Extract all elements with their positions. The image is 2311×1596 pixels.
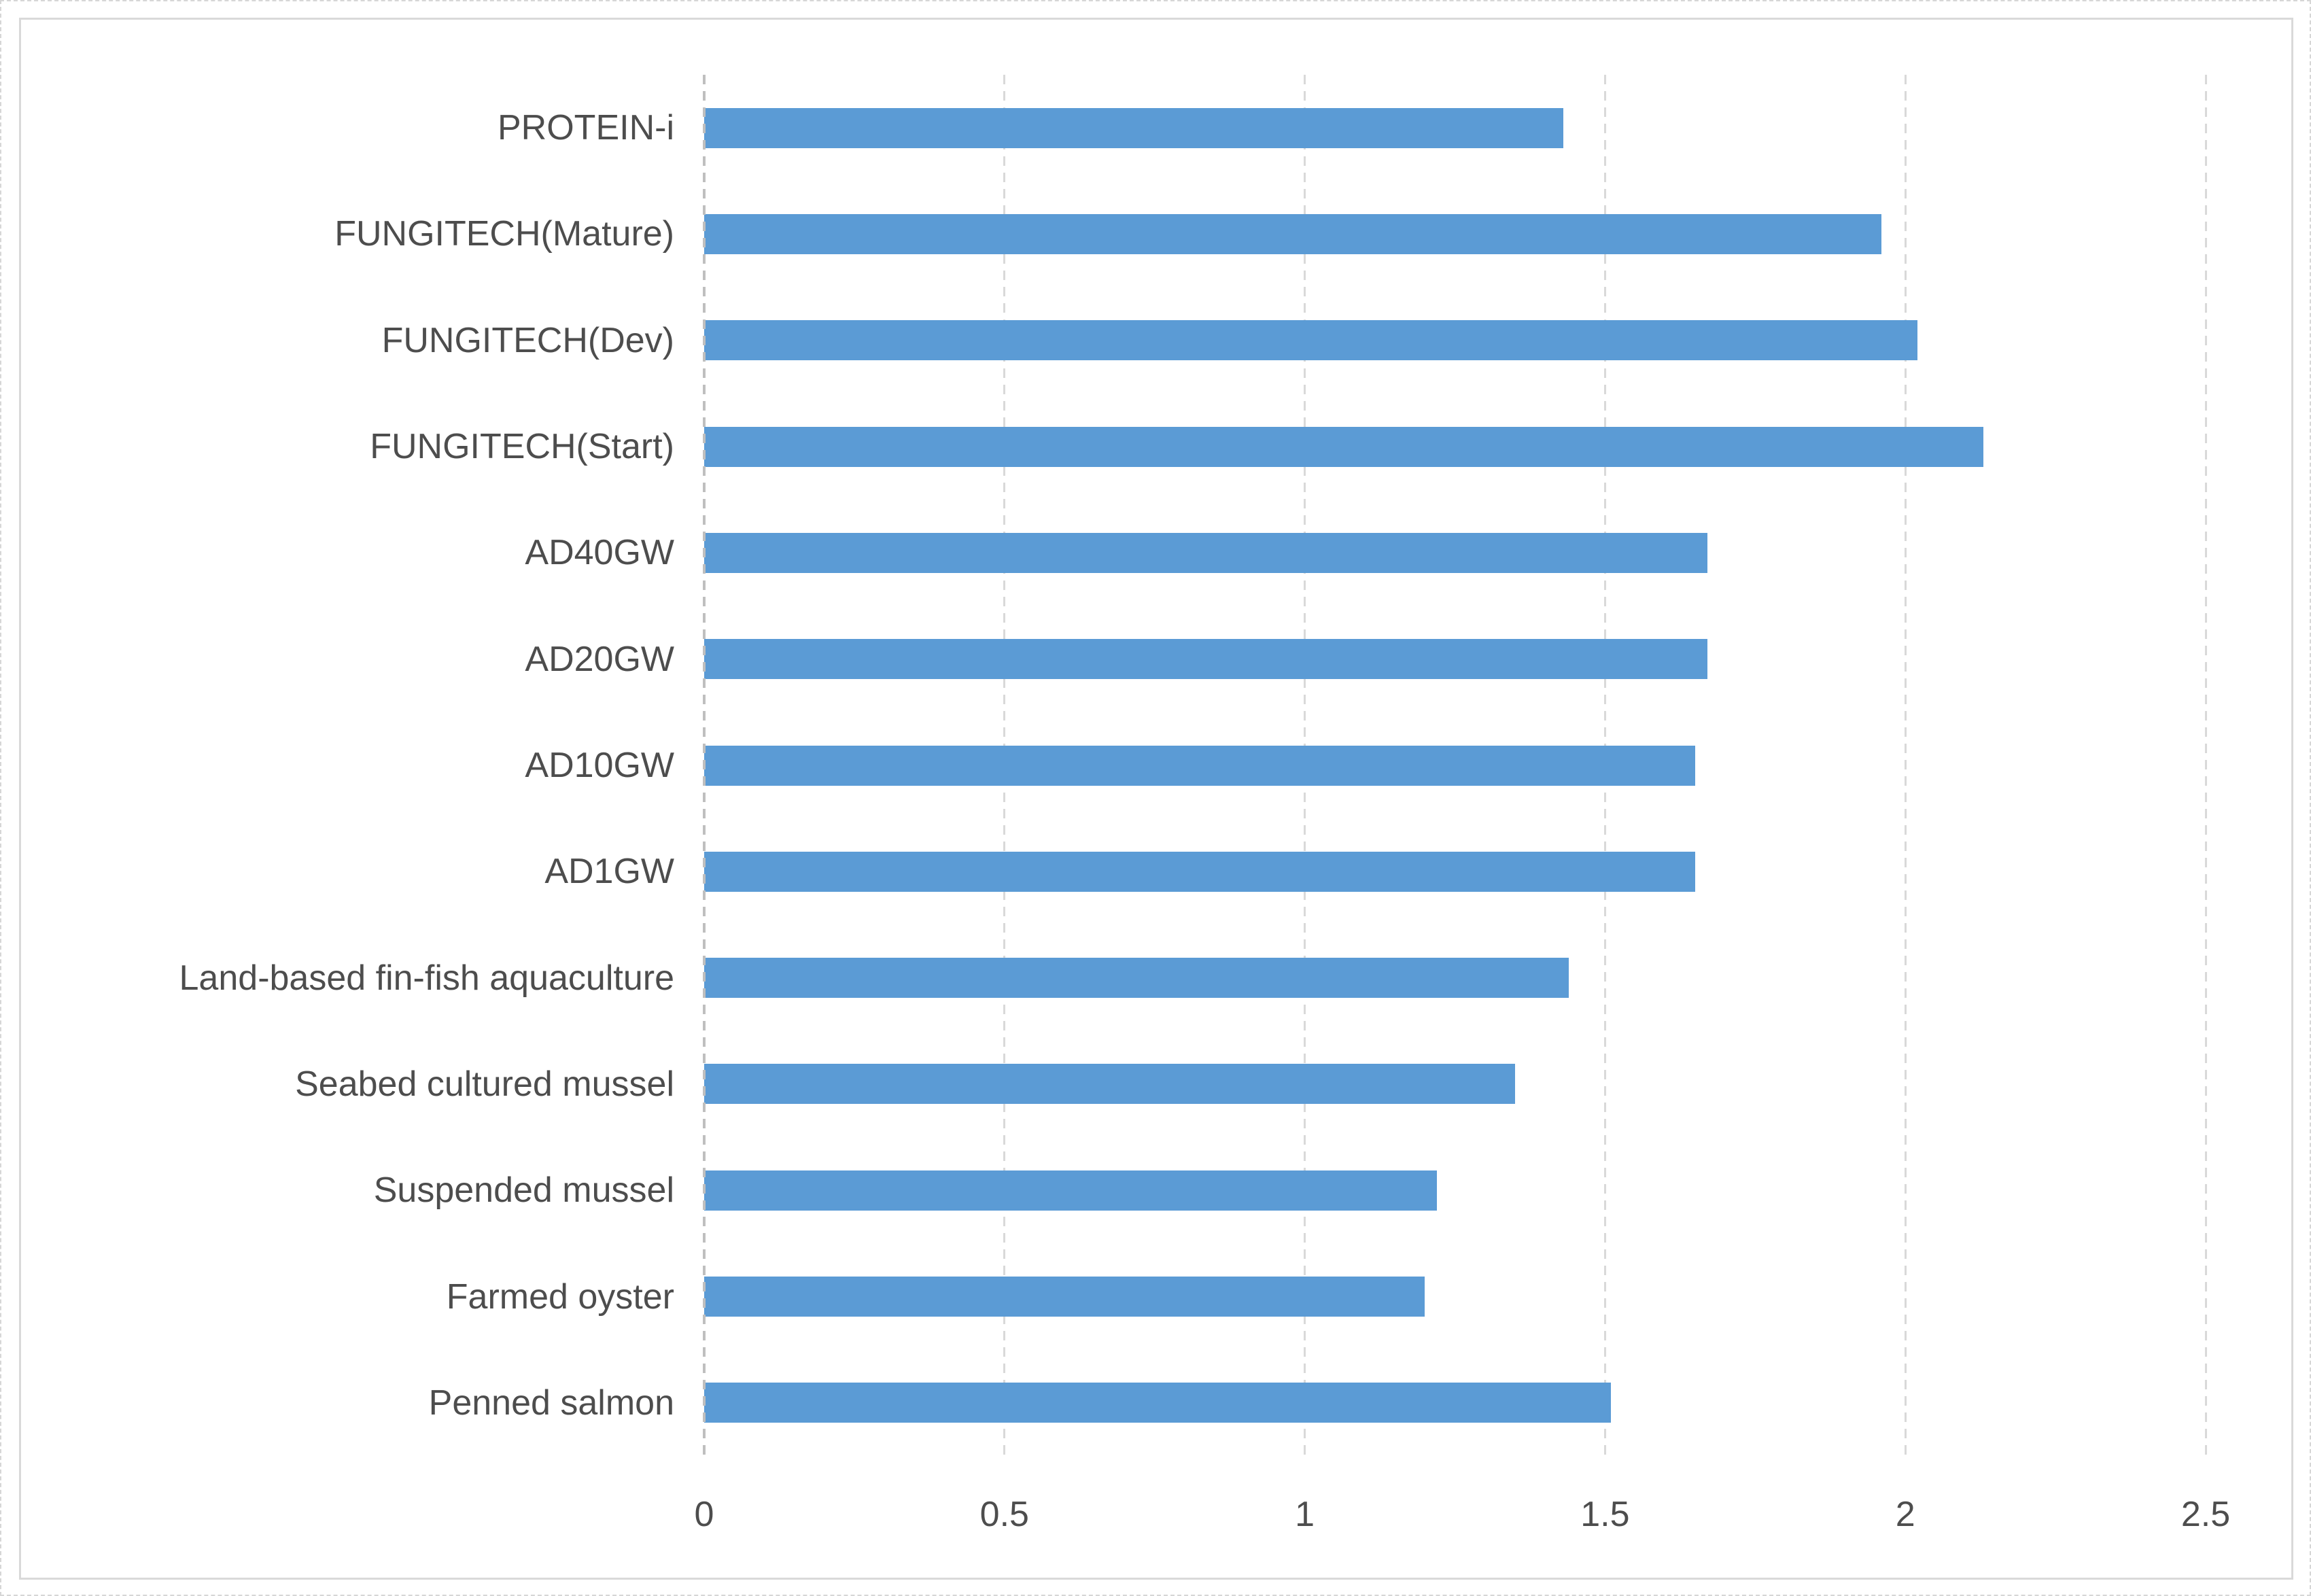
bar xyxy=(704,745,1695,786)
gridline xyxy=(1904,75,1907,1456)
category-label: FUNGITECH(Mature) xyxy=(334,214,674,254)
bar xyxy=(704,1383,1612,1423)
category-label: Suspended mussel xyxy=(373,1170,674,1211)
gridline xyxy=(2204,75,2207,1456)
bar xyxy=(704,1277,1425,1317)
category-label: AD20GW xyxy=(525,639,674,679)
category-label: Farmed oyster xyxy=(446,1277,674,1317)
x-tick-label: 1.5 xyxy=(1580,1495,1630,1534)
category-label: FUNGITECH(Start) xyxy=(370,427,674,467)
bar xyxy=(704,851,1695,892)
bar xyxy=(704,320,1917,361)
category-label: AD1GW xyxy=(544,852,674,892)
category-label: AD40GW xyxy=(525,533,674,573)
category-label: AD10GW xyxy=(525,745,674,785)
bar xyxy=(704,1064,1515,1105)
bar xyxy=(704,958,1569,999)
x-tick-label: 0.5 xyxy=(979,1495,1029,1534)
bar xyxy=(704,639,1707,680)
x-tick-label: 1 xyxy=(1295,1495,1315,1534)
category-label: FUNGITECH(Dev) xyxy=(381,320,674,360)
x-tick-label: 0 xyxy=(694,1495,714,1534)
category-label: Land-based fin-fish aquaculture xyxy=(179,958,674,998)
category-label: Penned salmon xyxy=(428,1383,674,1423)
bar xyxy=(704,1170,1437,1211)
x-tick-label: 2.5 xyxy=(2180,1495,2231,1534)
value-axis-zero-line xyxy=(703,75,706,1456)
plot-area xyxy=(704,75,2207,1456)
bar xyxy=(704,213,1881,254)
bar xyxy=(704,426,1984,467)
category-label: PROTEIN-i xyxy=(498,108,674,148)
bar xyxy=(704,107,1563,148)
category-label: Seabed cultured mussel xyxy=(295,1064,674,1104)
x-tick-label: 2 xyxy=(1895,1495,1915,1534)
bar xyxy=(704,532,1707,573)
